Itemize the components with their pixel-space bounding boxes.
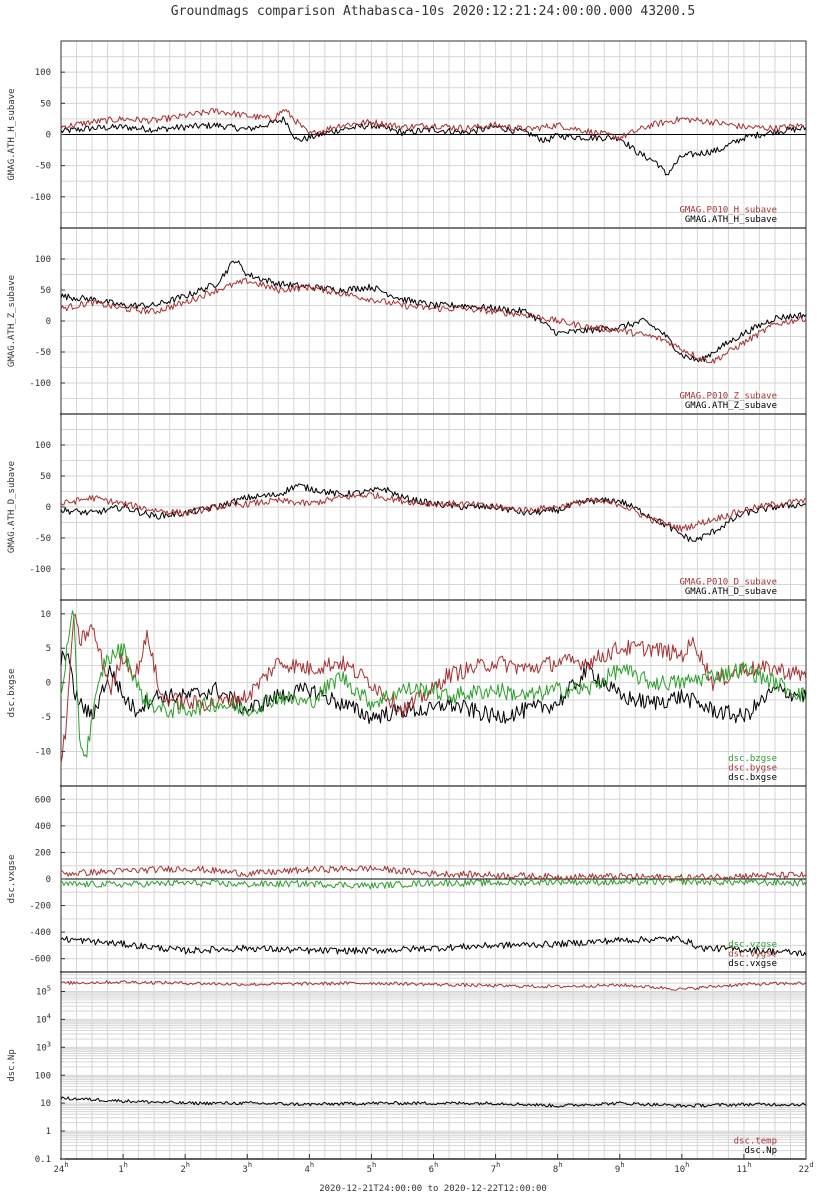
time-range-footer: 2020-12-21T24:00:00 to 2020-12-22T12:00:… xyxy=(319,1184,547,1194)
xtick-label: 24h xyxy=(53,1161,68,1175)
legend-entry: dsc.temp xyxy=(734,1137,777,1147)
ytick-label: 10 xyxy=(40,1099,51,1109)
xtick-label: 11h xyxy=(736,1161,751,1175)
yaxis-label: dsc.Np xyxy=(7,1049,17,1082)
series-line xyxy=(60,650,807,725)
legend-entry: GMAG.ATH_Z_subave xyxy=(685,401,777,411)
series-line xyxy=(60,610,807,758)
legend-entry: GMAG.P010_H_subave xyxy=(679,206,777,216)
ytick-label: -400 xyxy=(29,928,51,938)
series-line xyxy=(60,116,807,176)
ytick-label: -100 xyxy=(29,193,51,203)
legend-entry: GMAG.ATH_H_subave xyxy=(685,215,777,225)
legend-entry: dsc.Np xyxy=(744,1146,777,1156)
ytick-label: -5 xyxy=(40,713,51,723)
ytick-label: -200 xyxy=(29,902,51,912)
xtick-label: 4h xyxy=(305,1161,315,1175)
ytick-label: 100 xyxy=(35,441,51,451)
ytick-label: 200 xyxy=(35,848,51,858)
legend-entry: GMAG.P010_D_subave xyxy=(679,578,777,588)
yaxis-label: GMAG.ATH_Z_subave xyxy=(7,275,17,367)
xtick-label: 9h xyxy=(615,1161,625,1175)
ytick-label: -600 xyxy=(29,955,51,965)
series-line xyxy=(60,277,807,364)
ytick-label: 100 xyxy=(35,1071,51,1081)
ytick-label: -50 xyxy=(35,534,51,544)
ytick-label: 103 xyxy=(36,1040,51,1053)
legend-entry: dsc.vygse xyxy=(728,950,777,960)
ytick-label: 100 xyxy=(35,255,51,265)
ytick-label: 0 xyxy=(46,503,51,513)
ytick-label: 50 xyxy=(40,286,51,296)
ytick-label: 0 xyxy=(46,875,51,885)
series-line xyxy=(60,613,807,764)
series-line xyxy=(60,878,807,890)
xtick-label: 1h xyxy=(118,1161,128,1175)
yaxis-label: GMAG.ATH_D_subave xyxy=(7,461,17,553)
ytick-label: -50 xyxy=(35,162,51,172)
xtick-label: 6h xyxy=(429,1161,439,1175)
ytick-label: 5 xyxy=(46,644,51,654)
ytick-label: -50 xyxy=(35,348,51,358)
ytick-label: 1 xyxy=(46,1127,51,1137)
ytick-label: -10 xyxy=(35,748,51,758)
ytick-label: 0.1 xyxy=(35,1155,51,1165)
xtick-label: 3h xyxy=(242,1161,252,1175)
series-line xyxy=(60,935,807,957)
series-line xyxy=(60,260,807,363)
legend-entry: dsc.vzgse xyxy=(728,940,777,950)
xtick-label: 2h xyxy=(180,1161,190,1175)
xtick-label: 5h xyxy=(367,1161,377,1175)
legend-entry: dsc.bxgse xyxy=(728,773,777,783)
panel-3: 100500-50-100GMAG.ATH_D_subaveGMAG.P010_… xyxy=(7,413,807,601)
legend-entry: GMAG.P010_Z_subave xyxy=(679,392,777,402)
panel-5: 600 400 200 0 -200 -400 -600 dsc.vxgse dsc.vzgse… xyxy=(7,785,807,973)
series-line xyxy=(60,980,807,991)
yaxis-label: GMAG.ATH_H_subave xyxy=(7,88,17,180)
yaxis-label: dsc.vxgse xyxy=(7,855,17,904)
series-line xyxy=(60,108,806,141)
chart-title: Groundmags comparison Athabasca-10s 2020… xyxy=(171,4,695,19)
panel-4: 1050-5-10dsc.bxgsedsc.bzgsedsc.bygsedsc.… xyxy=(7,599,807,787)
legend-entry: GMAG.ATH_D_subave xyxy=(685,587,777,597)
ytick-label: 50 xyxy=(40,99,51,109)
yaxis-label: dsc.bxgse xyxy=(7,669,17,718)
xtick-label: 10h xyxy=(674,1161,689,1175)
xtick-label: 7h xyxy=(491,1161,501,1175)
ytick-label: 104 xyxy=(36,1012,51,1025)
ytick-label: 100 xyxy=(35,68,51,78)
series-line xyxy=(60,1096,807,1108)
series-line xyxy=(60,492,807,533)
xtick-label: 22d xyxy=(798,1161,813,1175)
ytick-label: 10 xyxy=(40,610,51,620)
panel-2: 100500-50-100GMAG.ATH_Z_subaveGMAG.P010_… xyxy=(7,227,807,415)
panel-1: 100500-50-100GMAG.ATH_H_subaveGMAG.P010_… xyxy=(7,40,807,229)
x-axis: 24h 1h 2h 3h 4h 5h 6h 7h 8h 9h 10h 11h 22d xyxy=(53,1154,814,1175)
series-line xyxy=(61,865,807,882)
xtick-label: 8h xyxy=(553,1161,563,1175)
ytick-label: 50 xyxy=(40,472,51,482)
ytick-label: -100 xyxy=(29,379,51,389)
ytick-label: 0 xyxy=(46,131,51,141)
legend-entry: dsc.bzgse xyxy=(728,754,777,764)
panels: 100500-50-100GMAG.ATH_H_subaveGMAG.P010_… xyxy=(7,40,814,1175)
ytick-label: 0 xyxy=(46,679,51,689)
legend-entry: dsc.vxgse xyxy=(728,959,777,969)
ytick-label: 105 xyxy=(36,985,51,998)
legend-entry: dsc.bygse xyxy=(728,764,777,774)
ytick-label: 0 xyxy=(46,317,51,327)
ytick-label: 600 xyxy=(35,795,51,805)
ytick-label: -100 xyxy=(29,565,51,575)
ytick-label: 400 xyxy=(35,822,51,832)
